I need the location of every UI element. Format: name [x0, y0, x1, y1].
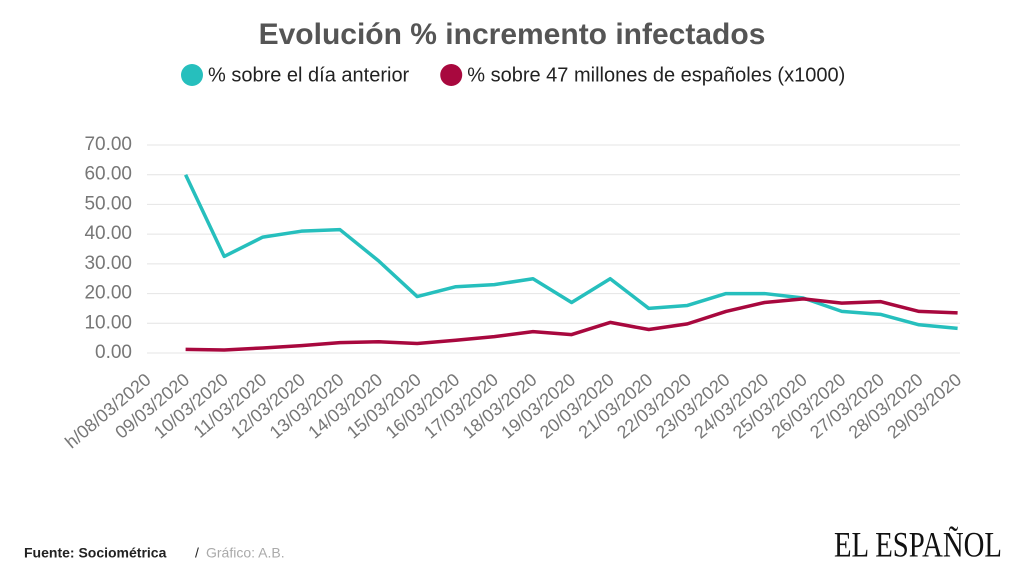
- legend-label: % sobre el día anterior: [208, 64, 410, 86]
- logo: EL ESPAÑOL: [834, 524, 1002, 564]
- source: Fuente: Sociométrica: [24, 545, 167, 561]
- separator: /: [195, 545, 199, 561]
- y-tick-label: 0.00: [95, 342, 132, 363]
- y-tick-label: 20.00: [84, 283, 132, 304]
- data-line: [184, 173, 958, 331]
- data-line: [185, 297, 958, 352]
- legend-marker: [440, 64, 463, 86]
- chart-title: Evolución % incremento infectados: [259, 18, 766, 51]
- y-tick-label: 10.00: [84, 312, 132, 333]
- y-tick-label: 30.00: [84, 253, 132, 274]
- legend-marker: [181, 64, 203, 86]
- y-tick-label: 40.00: [84, 223, 132, 244]
- credit: Gráfico: A.B.: [206, 545, 285, 561]
- y-tick-label: 50.00: [84, 193, 132, 214]
- y-tick-label: 60.00: [84, 164, 132, 185]
- y-tick-label: 70.00: [84, 134, 132, 155]
- legend-label: % sobre 47 millones de españoles (x1000): [467, 64, 845, 86]
